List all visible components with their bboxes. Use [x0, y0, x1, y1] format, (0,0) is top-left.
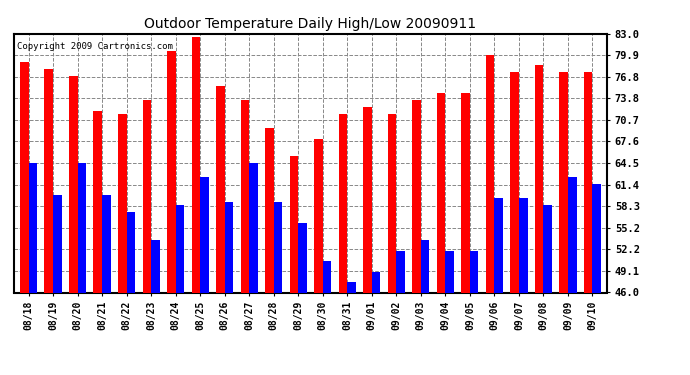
Bar: [298, 223, 307, 292]
Bar: [560, 72, 568, 292]
Bar: [495, 198, 503, 292]
Bar: [192, 37, 200, 292]
Bar: [225, 202, 233, 292]
Bar: [486, 55, 495, 292]
Bar: [593, 184, 601, 292]
Bar: [584, 72, 593, 292]
Bar: [176, 205, 184, 292]
Bar: [372, 272, 380, 292]
Bar: [396, 251, 405, 292]
Bar: [568, 177, 577, 292]
Bar: [511, 72, 519, 292]
Bar: [20, 62, 28, 292]
Bar: [69, 76, 77, 292]
Bar: [274, 202, 282, 292]
Bar: [102, 195, 110, 292]
Bar: [437, 93, 445, 292]
Bar: [118, 114, 126, 292]
Bar: [167, 51, 176, 292]
Bar: [241, 100, 249, 292]
Bar: [323, 261, 331, 292]
Bar: [421, 240, 429, 292]
Bar: [314, 139, 323, 292]
Bar: [53, 195, 61, 292]
Bar: [535, 65, 544, 292]
Bar: [265, 128, 274, 292]
Bar: [216, 86, 225, 292]
Bar: [412, 100, 421, 292]
Bar: [462, 93, 470, 292]
Bar: [347, 282, 356, 292]
Bar: [290, 156, 298, 292]
Bar: [126, 212, 135, 292]
Bar: [445, 251, 454, 292]
Bar: [93, 111, 102, 292]
Bar: [339, 114, 347, 292]
Bar: [77, 163, 86, 292]
Bar: [544, 205, 552, 292]
Title: Outdoor Temperature Daily High/Low 20090911: Outdoor Temperature Daily High/Low 20090…: [144, 17, 477, 31]
Bar: [200, 177, 209, 292]
Bar: [519, 198, 528, 292]
Bar: [143, 100, 151, 292]
Bar: [249, 163, 258, 292]
Bar: [151, 240, 159, 292]
Text: Copyright 2009 Cartronics.com: Copyright 2009 Cartronics.com: [17, 42, 172, 51]
Bar: [44, 69, 53, 292]
Bar: [388, 114, 396, 292]
Bar: [28, 163, 37, 292]
Bar: [470, 251, 478, 292]
Bar: [363, 107, 372, 292]
